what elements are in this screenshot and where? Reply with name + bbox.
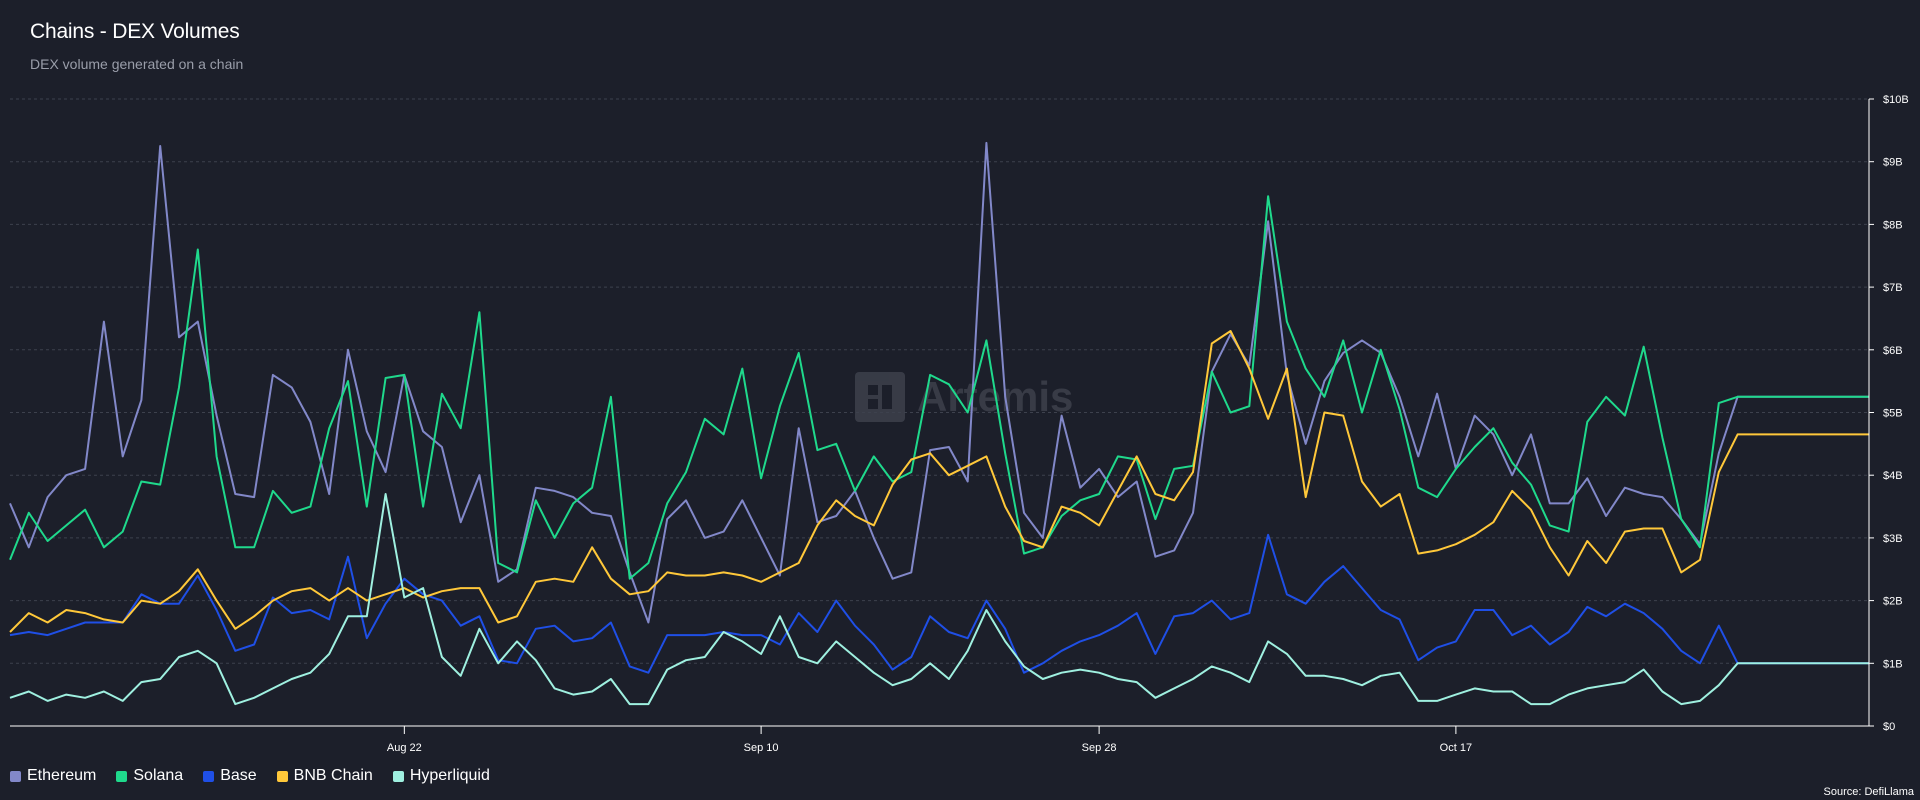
chart-title: Chains - DEX Volumes	[30, 20, 240, 43]
legend-swatch-ethereum	[10, 770, 21, 782]
legend-item-hyperliquid[interactable]: Hyperliquid	[392, 767, 490, 785]
y-tick-label: $3B	[1883, 533, 1903, 545]
x-tick-label: Aug 22	[387, 742, 422, 754]
legend-swatch-bnb-chain	[276, 770, 288, 782]
legend-item-ethereum[interactable]: Ethereum	[10, 767, 96, 785]
y-tick-label: $8B	[1883, 219, 1903, 231]
y-tick-label: $2B	[1883, 596, 1903, 608]
legend-label: Base	[220, 767, 257, 784]
series-line-bnb-chain[interactable]	[9, 330, 1869, 633]
chart-subtitle: DEX volume generated on a chain	[30, 56, 244, 72]
legend-item-solana[interactable]: Solana	[116, 767, 183, 785]
y-tick-label: $4B	[1883, 470, 1903, 482]
legend-item-bnb-chain[interactable]: BNB Chain	[276, 767, 373, 785]
y-tick-label: $0	[1883, 721, 1895, 733]
series-line-ethereum[interactable]	[9, 141, 1869, 624]
y-tick-label: $6B	[1883, 345, 1903, 357]
series-line-solana[interactable]	[9, 195, 1869, 580]
y-tick-label: $10B	[1883, 94, 1909, 106]
series-line-hyperliquid[interactable]	[9, 493, 1869, 706]
series-lines	[9, 141, 1869, 706]
legend-label: Solana	[133, 767, 184, 784]
legend: Ethereum Solana Base BNB Chain Hyperliquid	[10, 767, 490, 785]
artemis-logo-icon	[855, 372, 905, 422]
series-line-base[interactable]	[9, 533, 1869, 674]
legend-swatch-base	[203, 770, 215, 782]
x-tick-label: Sep 10	[744, 742, 779, 754]
y-tick-label: $5B	[1883, 408, 1903, 420]
axes: $0 $1B $2B $3B $4B $5B $6B $7B $8B $9B $10B Aug 22 S…	[10, 94, 1909, 754]
source-note: Source: DefiLlama	[1823, 786, 1915, 798]
legend-label: BNB Chain	[293, 767, 373, 784]
grid-lines	[10, 98, 1869, 664]
x-tick-label: Oct 17	[1440, 742, 1472, 754]
legend-swatch-hyperliquid	[392, 770, 404, 782]
y-tick-label: $1B	[1883, 658, 1903, 670]
y-tick-label: $7B	[1883, 282, 1903, 294]
legend-label: Ethereum	[27, 767, 97, 784]
legend-item-base[interactable]: Base	[203, 767, 257, 785]
y-tick-label: $9B	[1883, 157, 1903, 169]
x-tick-label: Sep 28	[1082, 742, 1117, 754]
line-chart: $0 $1B $2B $3B $4B $5B $6B $7B $8B $9B $10B Aug 22 S…	[9, 94, 1909, 754]
legend-swatch-solana	[116, 770, 128, 782]
legend-label: Hyperliquid	[409, 767, 490, 784]
